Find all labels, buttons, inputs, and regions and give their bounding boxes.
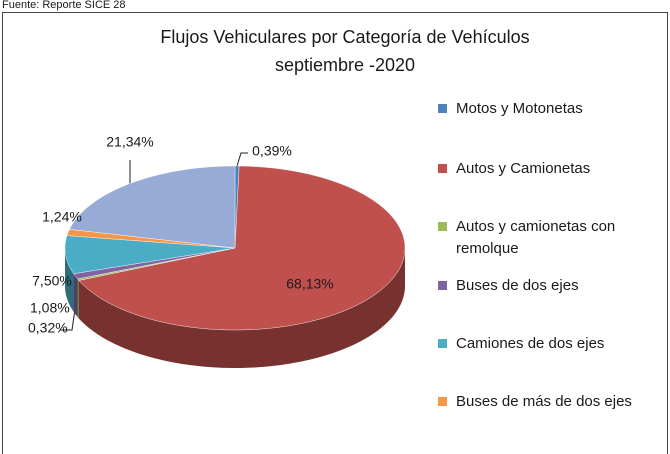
legend-item: Autos y Camionetas bbox=[438, 158, 663, 180]
legend-swatch bbox=[438, 104, 447, 113]
legend-label: Autos y camionetas con remolque bbox=[456, 218, 616, 257]
slice bbox=[64, 235, 236, 274]
data-label: 1,08% bbox=[30, 300, 70, 316]
legend-swatch bbox=[438, 281, 447, 290]
legend-label: Motos y Motonetas bbox=[456, 100, 583, 117]
legend-item: Buses de dos ejes bbox=[438, 275, 663, 297]
data-label: 0,39% bbox=[252, 143, 292, 159]
source: Fuente: Reporte SICE 28 bbox=[2, 0, 126, 11]
data-label: 21,34% bbox=[106, 134, 153, 150]
legend-swatch bbox=[438, 222, 447, 231]
legend-label: Autos y Camionetas bbox=[456, 160, 591, 177]
leader-line bbox=[236, 152, 248, 167]
slice-side bbox=[73, 273, 78, 317]
data-label: 1,24% bbox=[42, 209, 82, 225]
legend-swatch bbox=[438, 164, 447, 173]
slice-side bbox=[78, 248, 405, 368]
slice bbox=[69, 165, 236, 249]
legend-label: Buses de dos ejes bbox=[456, 277, 579, 294]
legend-item: Buses de más de dos ejes bbox=[438, 391, 663, 413]
legend-item: Motos y Motonetas bbox=[438, 98, 663, 120]
data-label: 7,50% bbox=[32, 273, 72, 289]
chart-subtitle: septiembre -2020 bbox=[275, 55, 415, 75]
slice bbox=[78, 165, 406, 331]
slice-side bbox=[77, 278, 79, 319]
legend-item: Autos y camionetas con remolque bbox=[438, 216, 663, 260]
legend-label: Buses de más de dos ejes bbox=[456, 393, 632, 410]
data-label: 0,32% bbox=[28, 320, 68, 336]
legend-swatch bbox=[438, 339, 447, 348]
legend-label: Camiones de dos ejes bbox=[456, 335, 605, 352]
legend-item: Camiones de dos ejes bbox=[438, 333, 663, 355]
slice-side bbox=[65, 248, 74, 312]
legend-swatch bbox=[438, 397, 447, 406]
data-label: 68,13% bbox=[286, 276, 333, 292]
chart-title: Flujos Vehiculares por Categoría de Vehí… bbox=[160, 27, 529, 47]
